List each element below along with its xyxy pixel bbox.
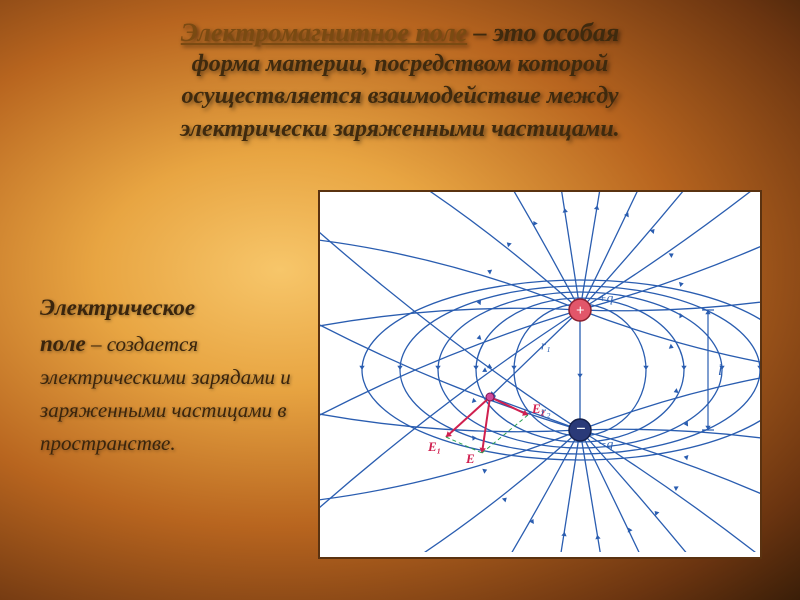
left-paragraph: Электрическое поле – создается электриче…	[40, 290, 292, 459]
svg-text:+: +	[576, 303, 585, 319]
title-term: Электромагнитное поле	[181, 18, 467, 47]
svg-text:−q: −q	[598, 436, 614, 451]
svg-text:l: l	[718, 362, 723, 379]
header-line4: электрически заряженными частицами.	[32, 113, 768, 145]
svg-text:E: E	[465, 451, 475, 466]
subtitle-term-l1: Электрическое	[40, 295, 195, 320]
header-line1: Электромагнитное поле – это особая	[32, 18, 768, 48]
svg-text:E₂: E₂	[531, 401, 545, 416]
svg-text:+q: +q	[598, 290, 614, 305]
svg-text:−: −	[576, 419, 586, 438]
slide-header: Электромагнитное поле – это особая форма…	[32, 18, 768, 145]
svg-text:r₁: r₁	[541, 338, 551, 353]
title-rest: – это особая	[467, 18, 619, 47]
content-row: Электрическое поле – создается электриче…	[32, 159, 768, 580]
diagram-column: lr₁r₂E₁E₂E++q−−q	[312, 192, 768, 557]
svg-text:E₁: E₁	[427, 439, 441, 454]
slide-container: Электромагнитное поле – это особая форма…	[0, 0, 800, 600]
dipole-field-diagram: lr₁r₂E₁E₂E++q−−q	[320, 192, 760, 552]
header-line2: форма материи, посредством которой	[32, 48, 768, 80]
subtitle-term-l2: поле	[40, 331, 86, 356]
left-text-block: Электрическое поле – создается электриче…	[32, 290, 292, 459]
header-line3: осуществляется взаимодействие между	[32, 80, 768, 112]
diagram-frame: lr₁r₂E₁E₂E++q−−q	[320, 192, 760, 557]
